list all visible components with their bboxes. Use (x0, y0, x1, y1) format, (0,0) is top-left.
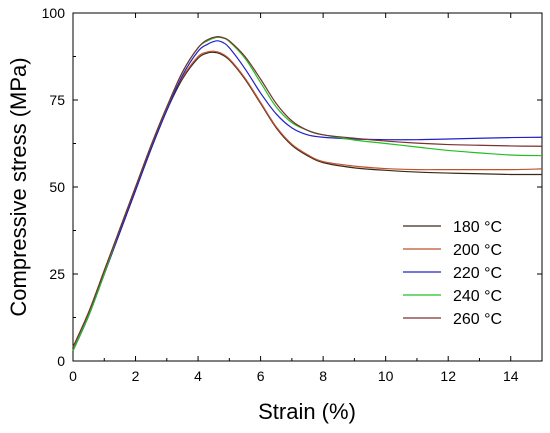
legend-label: 180 °C (453, 219, 502, 236)
x-tick-label: 10 (378, 368, 394, 384)
y-tick-label: 0 (57, 353, 65, 369)
y-tick-label: 100 (42, 5, 66, 21)
x-tick-label: 8 (319, 368, 327, 384)
x-axis-ticks: 0 2 4 6 8 10 12 14 (69, 13, 519, 384)
y-tick-label: 75 (49, 92, 65, 108)
x-tick-label: 4 (194, 368, 202, 384)
legend: 180 °C 200 °C 220 °C 240 °C 260 °C (403, 219, 502, 328)
plot-frame (72, 12, 543, 362)
x-tick-label: 0 (69, 368, 77, 384)
x-tick-label: 12 (440, 368, 456, 384)
series-layer (72, 35, 543, 351)
legend-label: 220 °C (453, 265, 502, 282)
y-tick-label: 50 (49, 179, 65, 195)
series-line (72, 35, 543, 348)
legend-label: 260 °C (453, 311, 502, 328)
x-tick-label: 2 (132, 368, 140, 384)
legend-label: 240 °C (453, 288, 502, 305)
x-tick-label: 14 (503, 368, 519, 384)
series-line (72, 51, 543, 351)
x-tick-label: 6 (257, 368, 265, 384)
series-line (72, 40, 543, 351)
y-axis-ticks: 0 25 50 75 100 (42, 5, 542, 369)
legend-label: 200 °C (453, 242, 502, 259)
y-tick-label: 25 (49, 266, 65, 282)
y-axis-title: Compressive stress (MPa) (6, 57, 31, 316)
x-axis-title: Strain (%) (258, 399, 356, 424)
